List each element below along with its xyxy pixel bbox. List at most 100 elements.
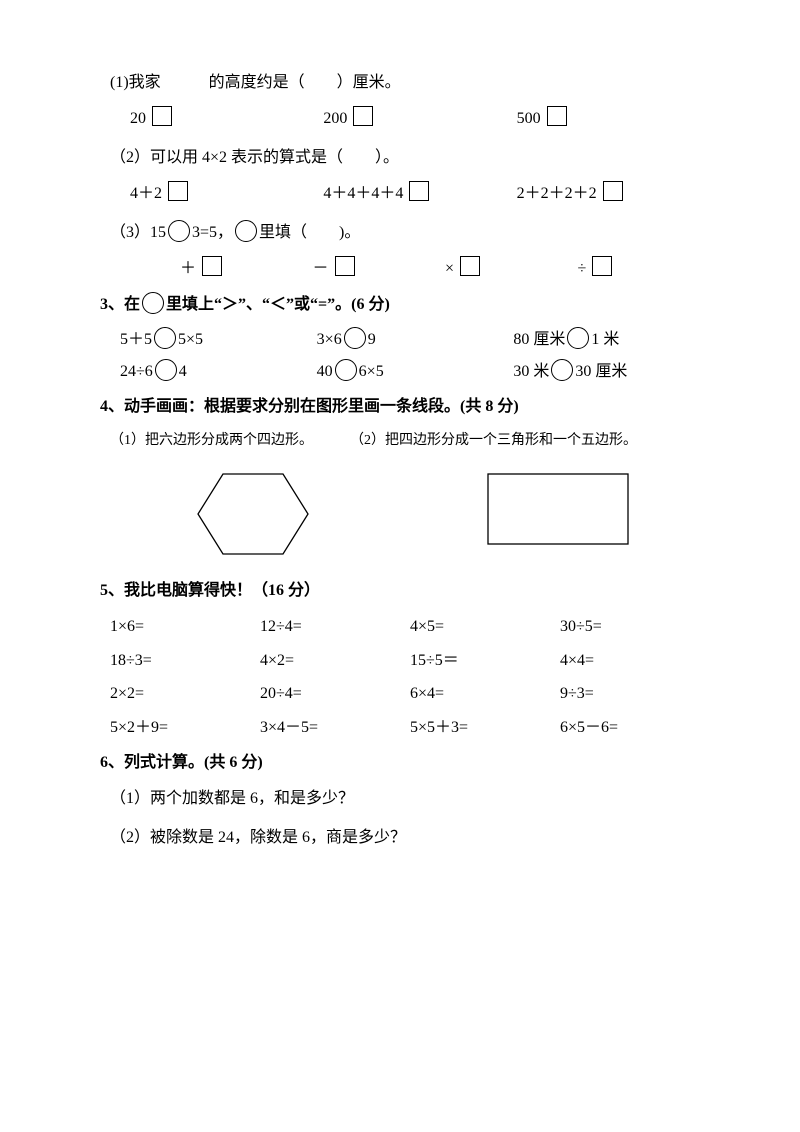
q2-b-text: 4＋4＋4＋4: [323, 185, 403, 202]
s3-r1c3: 80 厘米 1 米: [513, 327, 710, 353]
q1-opt-b: 200: [323, 106, 516, 132]
q3-stem-c: 里填（ )。: [259, 224, 360, 241]
checkbox[interactable]: [168, 181, 188, 201]
q2-c-text: 2＋2＋2＋2: [517, 185, 597, 202]
checkbox[interactable]: [202, 256, 222, 276]
section4-sub2: （2）把四边形分成一个三角形和一个五边形。: [350, 430, 637, 452]
q1-opt-c: 500: [517, 106, 710, 132]
section5-cell: 4×2=: [260, 648, 410, 674]
txt: 24÷6: [120, 363, 153, 380]
txt: 40: [317, 363, 333, 380]
section5-cell: 12÷4=: [260, 614, 410, 640]
section5-cell: 15÷5＝: [410, 648, 560, 674]
txt: 3×6: [317, 331, 342, 348]
section4-title: 4、动手画画：根据要求分别在图形里画一条线段。(共 8 分): [100, 394, 710, 420]
section5-cell: 20÷4=: [260, 681, 410, 707]
checkbox[interactable]: [460, 256, 480, 276]
checkbox[interactable]: [152, 106, 172, 126]
q2-options: 4＋2 4＋4＋4＋4 2＋2＋2＋2: [130, 181, 710, 207]
section5-cell: 6×5－6=: [560, 715, 710, 741]
section5-cell: 18÷3=: [110, 648, 260, 674]
circle-blank[interactable]: [155, 359, 177, 381]
checkbox[interactable]: [547, 106, 567, 126]
q2-opt-a: 4＋2: [130, 181, 323, 207]
section5-cell: 4×4=: [560, 648, 710, 674]
q1-stem: (1)我家 的高度约是（ ）厘米。: [110, 70, 710, 96]
txt: 30 厘米: [575, 363, 627, 380]
checkbox[interactable]: [335, 256, 355, 276]
section5-cell: 9÷3=: [560, 681, 710, 707]
section5-row: 2×2=20÷4=6×4=9÷3=: [110, 681, 710, 707]
section5-row: 5×2＋9=3×4－5=5×5＋3=6×5－6=: [110, 715, 710, 741]
checkbox[interactable]: [603, 181, 623, 201]
q3-a-text: ＋: [180, 260, 196, 277]
section5-cell: 1×6=: [110, 614, 260, 640]
section5-cell: 5×2＋9=: [110, 715, 260, 741]
q3-opt-a: ＋: [180, 256, 313, 282]
section3-title: 3、在 里填上“＞”、“＜”或“=”。(6 分): [100, 292, 710, 318]
checkbox[interactable]: [592, 256, 612, 276]
section5-cell: 5×5＋3=: [410, 715, 560, 741]
circle-blank[interactable]: [154, 327, 176, 349]
checkbox[interactable]: [409, 181, 429, 201]
q3-d-text: ÷: [578, 260, 587, 277]
q3-opt-c: ×: [445, 256, 578, 282]
circle-blank[interactable]: [235, 220, 257, 242]
circle-blank[interactable]: [567, 327, 589, 349]
q1-options: 20 200 500: [130, 106, 710, 132]
section3-title-a: 3、在: [100, 296, 140, 313]
circle-blank[interactable]: [344, 327, 366, 349]
circle-blank: [142, 292, 164, 314]
q2-stem: （2）可以用 4×2 表示的算式是（ ）。: [110, 145, 710, 171]
section3-row1: 5＋55×5 3×6 9 80 厘米 1 米: [120, 327, 710, 353]
section5-cell: 4×5=: [410, 614, 560, 640]
txt: 5＋5: [120, 331, 152, 348]
q1-b-text: 200: [323, 110, 347, 127]
q2-a-text: 4＋2: [130, 185, 162, 202]
q2-opt-c: 2＋2＋2＋2: [517, 181, 710, 207]
section4-subs: （1）把六边形分成两个四边形。 （2）把四边形分成一个三角形和一个五边形。: [110, 430, 710, 452]
q3-opt-d: ÷: [578, 256, 711, 282]
q1-a-text: 20: [130, 110, 146, 127]
txt: 1 米: [591, 331, 619, 348]
s3-r1c2: 3×6 9: [317, 327, 514, 353]
q1-opt-a: 20: [130, 106, 323, 132]
txt: 9: [368, 331, 376, 348]
txt: 30 米: [513, 363, 549, 380]
section5-cell: 3×4－5=: [260, 715, 410, 741]
q3-options: ＋ － × ÷: [180, 256, 710, 282]
s3-r2c1: 24÷6 4: [120, 359, 317, 385]
section5-row: 18÷3=4×2=15÷5＝4×4=: [110, 648, 710, 674]
s3-r2c2: 40 6×5: [317, 359, 514, 385]
s3-r2c3: 30 米 30 厘米: [513, 359, 710, 385]
circle-blank[interactable]: [168, 220, 190, 242]
section5-cell: 6×4=: [410, 681, 560, 707]
txt: 4: [179, 363, 187, 380]
q2-opt-b: 4＋4＋4＋4: [323, 181, 516, 207]
q3-opt-b: －: [313, 256, 446, 282]
q1-c-text: 500: [517, 110, 541, 127]
txt: 80 厘米: [513, 331, 565, 348]
section4-sub1: （1）把六边形分成两个四边形。: [110, 430, 350, 452]
section3-title-b: 里填上“＞”、“＜”或“=”。(6 分): [166, 296, 390, 313]
q3-stem: （3）153=5，里填（ )。: [110, 220, 710, 246]
q3-b-text: －: [313, 260, 329, 277]
q3-c-text: ×: [445, 260, 454, 277]
q3-stem-a: （3）15: [110, 224, 166, 241]
txt: 6×5: [359, 363, 384, 380]
section5-row: 1×6=12÷4=4×5=30÷5=: [110, 614, 710, 640]
rectangle-shape: [405, 464, 710, 554]
circle-blank[interactable]: [335, 359, 357, 381]
section5-cell: 30÷5=: [560, 614, 710, 640]
section5-cell: 2×2=: [110, 681, 260, 707]
section4-shapes: [100, 456, 710, 564]
s3-r1c1: 5＋55×5: [120, 327, 317, 353]
circle-blank[interactable]: [551, 359, 573, 381]
section6-sub2: （2）被除数是 24，除数是 6，商是多少？: [110, 825, 710, 851]
section5-title: 5、我比电脑算得快！（16 分）: [100, 578, 710, 604]
section5-grid: 1×6=12÷4=4×5=30÷5= 18÷3=4×2=15÷5＝4×4= 2×2=…: [100, 614, 710, 740]
hexagon-shape: [100, 464, 405, 564]
section6-sub1: （1）两个加数都是 6，和是多少？: [110, 786, 710, 812]
checkbox[interactable]: [353, 106, 373, 126]
section3-row2: 24÷6 4 40 6×5 30 米 30 厘米: [120, 359, 710, 385]
